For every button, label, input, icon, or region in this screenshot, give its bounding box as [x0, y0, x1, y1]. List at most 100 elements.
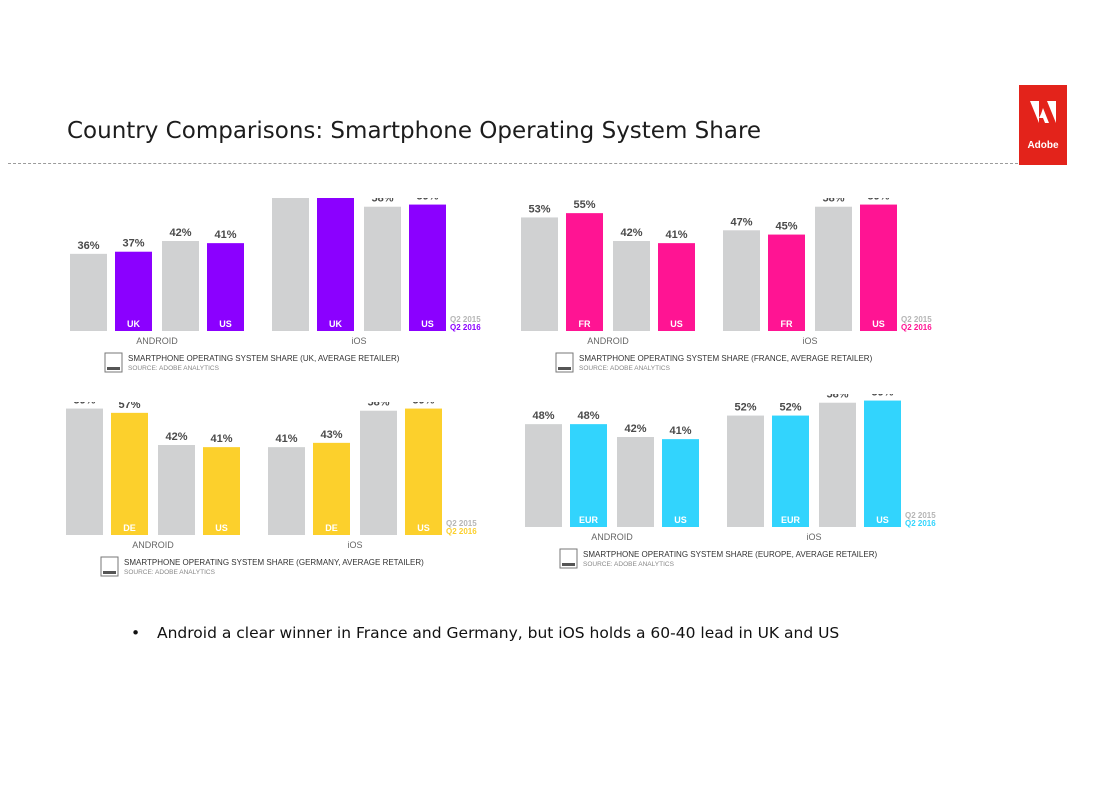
data-label: 59% — [73, 402, 95, 407]
data-label: 58% — [826, 394, 848, 401]
data-label: 37% — [122, 238, 144, 250]
chart-title: SMARTPHONE OPERATING SYSTEM SHARE (UK, A… — [128, 354, 400, 363]
takeaway-text: Android a clear winner in France and Ger… — [157, 624, 840, 642]
data-label: 42% — [169, 227, 191, 239]
category-label: US — [670, 319, 683, 329]
bar — [360, 410, 397, 535]
bar — [819, 402, 856, 527]
title-divider — [8, 163, 1018, 164]
legend-item: Q2 2016 — [446, 527, 477, 536]
bar — [521, 217, 558, 331]
bar — [772, 415, 809, 527]
bar — [66, 408, 103, 535]
chart-uk: 36%37%UK42%41%US64%63%UK58%59%USANDROIDi… — [62, 198, 532, 398]
category-label: US — [417, 523, 430, 533]
bar — [613, 241, 650, 331]
category-label: US — [215, 523, 228, 533]
category-label: US — [421, 319, 434, 329]
bar — [525, 424, 562, 527]
bar-chart-svg: 59% 57% DE 42% 41% US 41% 43% DE 58% 59% US ANDROID i… — [66, 402, 477, 577]
category-label: EUR — [579, 515, 599, 525]
bar — [111, 412, 148, 535]
bar-chart-svg: 53% 55% FR 42% 41% US 47% 45% FR 58% 59% US ANDROID i… — [521, 198, 932, 373]
logo-wordmark: Adobe — [1027, 140, 1059, 151]
data-label: 36% — [77, 240, 99, 252]
group-label: ANDROID — [587, 336, 629, 346]
group-label: iOS — [347, 540, 362, 550]
data-label: 41% — [275, 433, 297, 445]
bar — [727, 415, 764, 527]
bar-chart-svg: 36%37%UK42%41%US64%63%UK58%59%USANDROIDi… — [70, 198, 481, 373]
category-label: US — [674, 515, 687, 525]
bar — [158, 445, 195, 535]
bar — [317, 198, 354, 331]
category-label: FR — [579, 319, 591, 329]
data-label: 41% — [210, 433, 232, 445]
bar — [409, 204, 446, 331]
legend-item: Q2 2015 — [901, 315, 932, 324]
data-label: 52% — [734, 402, 756, 414]
data-label: 59% — [412, 402, 434, 407]
data-label: 58% — [367, 402, 389, 409]
data-label: 59% — [871, 394, 893, 399]
data-label: 42% — [620, 227, 642, 239]
data-label: 52% — [779, 402, 801, 414]
legend-item: Q2 2016 — [450, 323, 481, 332]
group-label: ANDROID — [591, 532, 633, 542]
category-label: US — [876, 515, 889, 525]
chart-source: SOURCE: ADOBE ANALYTICS — [579, 365, 671, 372]
bar — [272, 198, 309, 331]
bar — [815, 206, 852, 331]
bar — [268, 447, 305, 535]
bar — [662, 439, 699, 527]
insight-badge-bar — [562, 563, 575, 566]
category-label: US — [872, 319, 885, 329]
bar — [864, 400, 901, 527]
chart-europe: 48% 48% EUR 42% 41% US 52% 52% EUR 58% 59% US ANDROI… — [517, 394, 987, 594]
data-label: 58% — [371, 198, 393, 205]
bar — [405, 408, 442, 535]
chart-source: SOURCE: ADOBE ANALYTICS — [124, 569, 216, 576]
bar — [723, 230, 760, 331]
category-label: UK — [329, 319, 342, 329]
data-label: 43% — [320, 429, 342, 441]
bar — [203, 447, 240, 535]
data-label: 53% — [528, 203, 550, 215]
bar — [566, 213, 603, 331]
group-label: ANDROID — [132, 540, 174, 550]
takeaway-item: • Android a clear winner in France and G… — [131, 624, 839, 642]
data-label: 57% — [118, 402, 140, 411]
chart-germany: 59% 57% DE 42% 41% US 41% 43% DE 58% 59% US ANDROID i… — [58, 402, 528, 602]
data-label: 41% — [214, 229, 236, 241]
category-label: US — [219, 319, 232, 329]
data-label: 59% — [416, 198, 438, 203]
chart-title: SMARTPHONE OPERATING SYSTEM SHARE (GERMA… — [124, 558, 424, 567]
category-label: DE — [325, 523, 338, 533]
bar — [768, 234, 805, 331]
insight-badge-bar — [558, 367, 571, 370]
bar — [617, 437, 654, 527]
chart-france: 53% 55% FR 42% 41% US 47% 45% FR 58% 59% US ANDROID i… — [513, 198, 983, 398]
bar — [70, 253, 107, 331]
legend-item: Q2 2016 — [905, 519, 936, 528]
group-label: iOS — [802, 336, 817, 346]
data-label: 48% — [577, 410, 599, 422]
data-label: 45% — [775, 221, 797, 233]
legend-item: Q2 2015 — [446, 519, 477, 528]
category-label: FR — [781, 319, 793, 329]
bar — [162, 241, 199, 331]
group-label: ANDROID — [136, 336, 178, 346]
data-label: 41% — [665, 229, 687, 241]
category-label: UK — [127, 319, 140, 329]
bar — [860, 204, 897, 331]
bar — [570, 424, 607, 527]
chart-source: SOURCE: ADOBE ANALYTICS — [128, 365, 220, 372]
data-label: 48% — [532, 410, 554, 422]
data-label: 59% — [867, 198, 889, 203]
data-label: 42% — [165, 431, 187, 443]
legend-item: Q2 2015 — [905, 511, 936, 520]
bullet-marker: • — [131, 624, 141, 642]
data-label: 42% — [624, 423, 646, 435]
group-label: iOS — [806, 532, 821, 542]
adobe-logo: Adobe — [1019, 85, 1067, 165]
